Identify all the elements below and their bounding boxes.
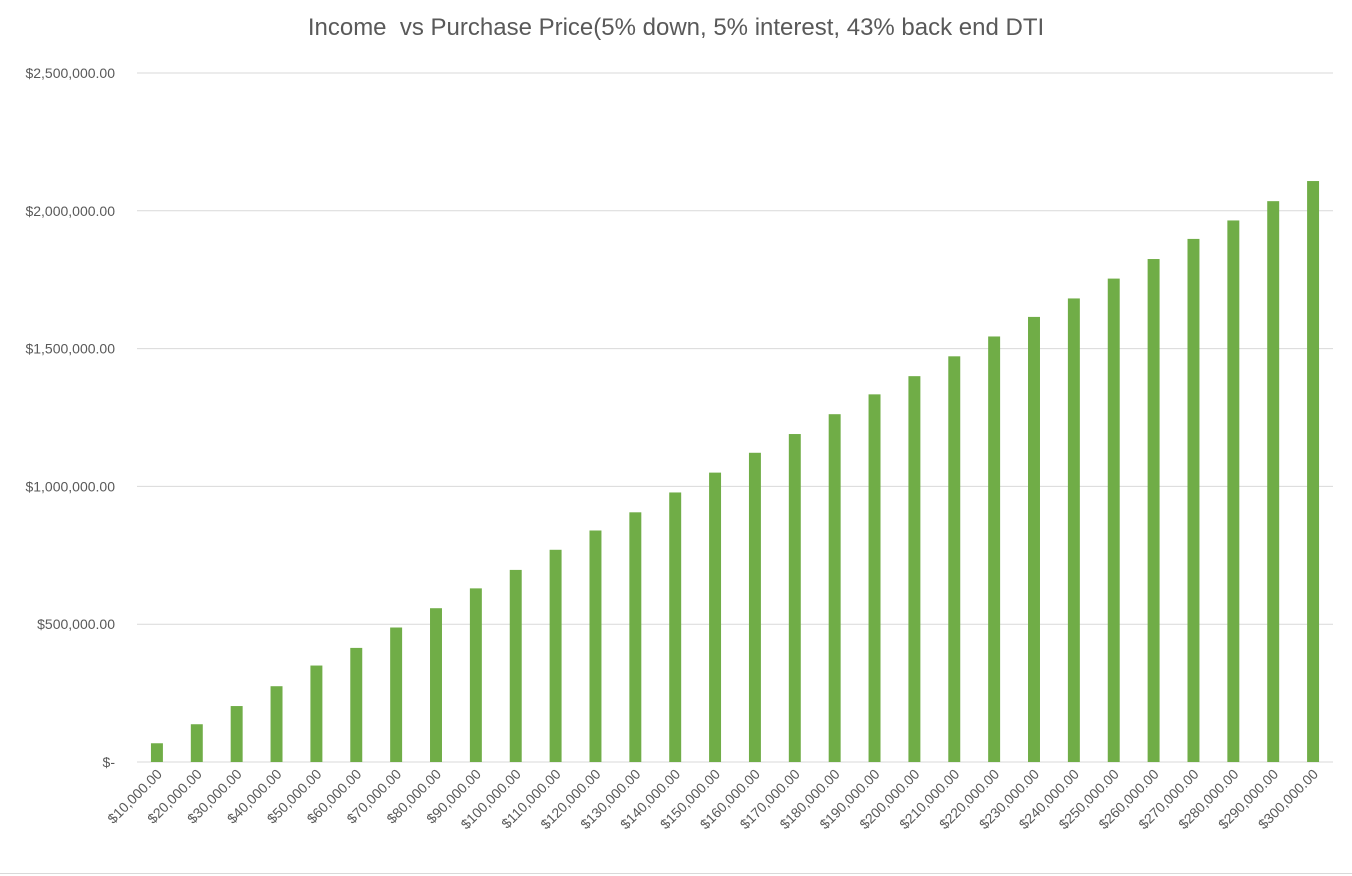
y-axis-tick-labels: $- $500,000.00 $1,000,000.00 $1,500,000.00 $…	[25, 65, 115, 770]
bar	[1107, 278, 1120, 762]
bar	[190, 724, 203, 762]
bottom-border	[0, 873, 1352, 874]
bar	[748, 452, 761, 762]
y-tick-label: $2,000,000.00	[25, 203, 115, 219]
y-tick-label: $1,000,000.00	[25, 478, 115, 494]
bar	[390, 627, 403, 762]
bar	[669, 492, 682, 762]
bar	[1307, 181, 1320, 762]
chart-title: Income vs Purchase Price(5% down, 5% int…	[307, 14, 1045, 41]
bar	[788, 434, 801, 762]
bar	[1067, 298, 1080, 762]
bar	[549, 549, 562, 762]
bar	[350, 647, 363, 762]
bar	[589, 530, 602, 762]
bar	[150, 743, 163, 762]
bar	[310, 665, 323, 762]
bar	[469, 588, 482, 762]
bar	[1187, 238, 1200, 762]
x-axis-tick-labels: $10,000.00$20,000.00$30,000.00$40,000.00…	[104, 766, 1321, 833]
gridlines	[137, 72, 1333, 763]
bar	[908, 376, 921, 762]
bar	[430, 608, 442, 762]
bar	[629, 512, 642, 762]
bar	[1028, 316, 1040, 762]
bar	[988, 336, 1001, 762]
bar	[828, 414, 841, 762]
bar	[948, 356, 961, 762]
bar	[709, 472, 722, 762]
y-tick-label: $2,500,000.00	[25, 65, 115, 81]
bar	[1267, 201, 1280, 763]
bar	[868, 394, 881, 762]
bar	[509, 569, 522, 762]
y-tick-label: $1,500,000.00	[25, 341, 115, 357]
y-tick-label: $500,000.00	[37, 616, 115, 632]
bar	[270, 686, 283, 762]
bar	[1227, 220, 1240, 763]
bar	[1147, 259, 1160, 762]
y-tick-label: $-	[103, 754, 116, 770]
bar	[230, 706, 243, 762]
bars	[150, 181, 1320, 763]
